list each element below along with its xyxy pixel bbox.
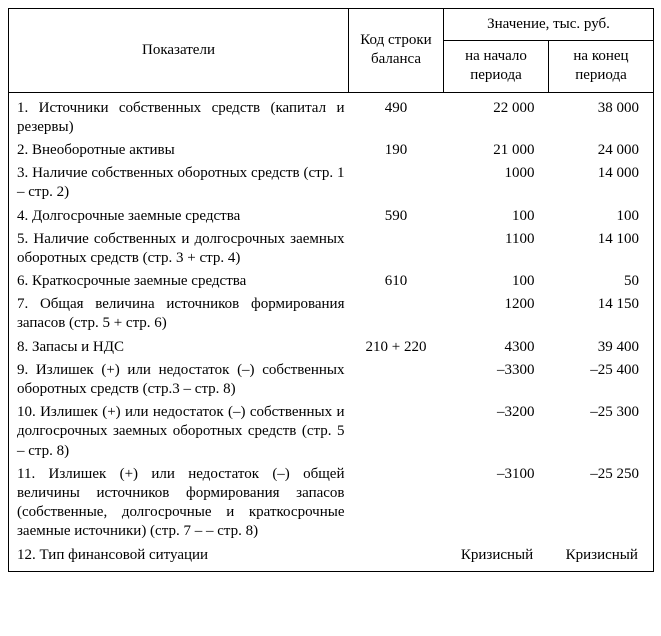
- row-label: 8. Запасы и НДС: [9, 336, 349, 359]
- table-row: 4. Долгосрочные заемные средства59010010…: [9, 205, 654, 228]
- row-code: 590: [349, 205, 444, 228]
- row-code: 490: [349, 92, 444, 139]
- row-code: 610: [349, 270, 444, 293]
- table-row: 12. Тип финансовой ситуации Кризис­ныйКри…: [9, 544, 654, 572]
- row-label: 1. Источники собственных средств (капита…: [9, 92, 349, 139]
- header-end: на конец периода: [549, 41, 654, 92]
- row-start-value: 22 000: [444, 92, 549, 139]
- row-end-value: –25 250: [549, 463, 654, 544]
- table-row: 1. Источники собственных средств (капита…: [9, 92, 654, 139]
- row-label: 10. Излишек (+) или недостаток (–) соб­с…: [9, 401, 349, 463]
- row-label: 9. Излишек (+) или недостаток (–) собств…: [9, 359, 349, 401]
- row-start-value: –3100: [444, 463, 549, 544]
- header-start: на начало периода: [444, 41, 549, 92]
- row-end-value: 14 150: [549, 293, 654, 335]
- row-label: 3. Наличие собственных оборотных средств…: [9, 162, 349, 204]
- row-label: 5. Наличие собственных и долгосрочных за…: [9, 228, 349, 270]
- row-end-value: 38 000: [549, 92, 654, 139]
- table-row: 6. Краткосрочные заемные средства6101005…: [9, 270, 654, 293]
- row-start-value: 1000: [444, 162, 549, 204]
- row-end-value: 14 000: [549, 162, 654, 204]
- row-start-value: 1100: [444, 228, 549, 270]
- table-row: 7. Общая величина источников формирова­н…: [9, 293, 654, 335]
- row-code: [349, 228, 444, 270]
- row-code: [349, 463, 444, 544]
- row-code: [349, 293, 444, 335]
- row-start-value: 1200: [444, 293, 549, 335]
- row-code: [349, 359, 444, 401]
- header-indicators: Показатели: [9, 9, 349, 93]
- header-code: Код строки баланса: [349, 9, 444, 93]
- row-start-value: –3300: [444, 359, 549, 401]
- row-code: [349, 401, 444, 463]
- row-start-value: Кризис­ный: [444, 544, 549, 572]
- row-code: 210 + 220: [349, 336, 444, 359]
- row-end-value: –25 300: [549, 401, 654, 463]
- row-end-value: 24 000: [549, 139, 654, 162]
- row-start-value: 100: [444, 270, 549, 293]
- table-row: 5. Наличие собственных и долгосрочных за…: [9, 228, 654, 270]
- row-label: 6. Краткосрочные заемные средства: [9, 270, 349, 293]
- row-end-value: 14 100: [549, 228, 654, 270]
- row-start-value: –3200: [444, 401, 549, 463]
- row-start-value: 21 000: [444, 139, 549, 162]
- table-row: 2. Внеоборотные активы19021 00024 000: [9, 139, 654, 162]
- financial-stability-table: Показатели Код строки баланса Значение, …: [8, 8, 654, 572]
- row-code: [349, 162, 444, 204]
- row-end-value: 39 400: [549, 336, 654, 359]
- table-row: 3. Наличие собственных оборотных средств…: [9, 162, 654, 204]
- row-end-value: 100: [549, 205, 654, 228]
- row-code: [349, 544, 444, 572]
- row-end-value: 50: [549, 270, 654, 293]
- table-row: 10. Излишек (+) или недостаток (–) соб­с…: [9, 401, 654, 463]
- row-label: 2. Внеоборотные активы: [9, 139, 349, 162]
- table-row: 11. Излишек (+) или недостаток (–) общей…: [9, 463, 654, 544]
- row-start-value: 4300: [444, 336, 549, 359]
- row-end-value: –25 400: [549, 359, 654, 401]
- table-row: 8. Запасы и НДС210 + 220430039 400: [9, 336, 654, 359]
- row-start-value: 100: [444, 205, 549, 228]
- row-code: 190: [349, 139, 444, 162]
- row-end-value: Кризис­ный: [549, 544, 654, 572]
- table-row: 9. Излишек (+) или недостаток (–) собств…: [9, 359, 654, 401]
- row-label: 4. Долгосрочные заемные средства: [9, 205, 349, 228]
- header-values-group: Значение, тыс. руб.: [444, 9, 654, 41]
- row-label: 7. Общая величина источников формирова­н…: [9, 293, 349, 335]
- row-label: 11. Излишек (+) или недостаток (–) общей…: [9, 463, 349, 544]
- row-label: 12. Тип финансовой ситуации: [9, 544, 349, 572]
